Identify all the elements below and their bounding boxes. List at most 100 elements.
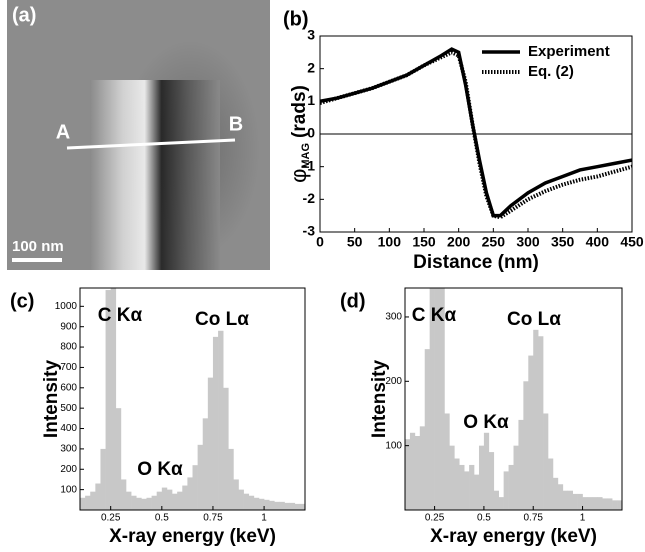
y-tick-label: 100 [385,440,402,451]
x-tick-label: 0.25 [425,513,445,524]
histogram-bar [131,495,137,510]
y-axis-label: Intensity [369,360,390,439]
plot-area [405,288,622,510]
x-tick-label: 0.75 [523,513,543,524]
histogram-bar [182,485,188,510]
histogram-bar [518,419,524,510]
histogram-bar [264,499,270,510]
histogram-bar [90,491,96,510]
y-tick-label: 200 [385,376,402,387]
histogram-bar [424,349,430,510]
y-axis-symbol: φ [286,169,311,183]
y-tick-label: 200 [60,464,77,475]
x-axis-label: X-ray energy (keV) [430,526,597,547]
y-tick-label: 1000 [55,301,78,312]
y-tick-label: 400 [60,423,77,434]
histogram-bar [577,493,583,510]
x-tick-label: 1 [261,513,267,524]
histogram-bar [269,500,275,510]
x-tick-label: 200 [447,234,471,250]
histogram-bar [459,464,465,510]
plot-area [320,47,632,220]
histogram-bar [299,503,305,510]
histogram-bar [248,495,255,510]
histogram-bar [95,483,101,510]
histogram-bar [488,452,495,510]
plot-area [80,288,305,510]
y-tick-label: -2 [303,190,316,206]
histogram-bar [597,497,603,510]
x-tick-label: 450 [620,234,644,250]
histogram-bar [454,458,460,510]
histogram-bar [533,329,539,510]
x-tick-label: 0 [316,234,324,250]
x-axis-label: X-ray energy (keV) [109,526,276,547]
histogram-bar [238,489,244,510]
x-tick-label: 250 [482,234,506,250]
histogram-bar [469,464,475,510]
x-tick-label: 0.5 [155,513,169,524]
y-tick-label: 2 [307,59,315,75]
y-tick-label: 1 [307,92,315,108]
chart: C Kα O Kα Co Lα 0.25 0.5 0.75 1 100 200 300 (d) X-r… [340,287,623,547]
histogram-bar [498,497,504,510]
histogram-bar [543,413,549,510]
nanorod [90,80,220,270]
panel-label: (b) [283,8,309,30]
histogram-bar [110,288,117,510]
histogram-bar [166,489,173,510]
x-tick-label: 300 [516,234,540,250]
histogram-bar [202,418,209,510]
y-tick-label: 3 [307,27,315,43]
y-tick-label: 300 [60,444,77,455]
histogram-bar [572,493,578,510]
histogram-bar [223,387,229,510]
peak-label: O Kα [463,412,509,433]
histogram-bar [405,439,411,510]
histogram-bar [503,471,509,510]
histogram-bar [617,500,622,510]
y-tick-label: 100 [60,484,77,495]
histogram-bar [582,497,588,510]
legend-label: Experiment [528,43,610,60]
histogram-bar [409,432,416,510]
histogram-bar [146,497,152,510]
histogram-bar [557,484,564,510]
histogram-bar [187,477,193,510]
histogram-bar [233,479,239,510]
histogram-bar [100,448,106,510]
legend-label: Eq. (2) [528,63,574,80]
histogram-bar [562,490,569,510]
histogram-bar [528,355,534,510]
histogram-bar [284,502,290,510]
histogram-bar [274,501,280,510]
histogram-bar [548,458,554,510]
chart: C Kα O Kα Co Lα 0.25 0.5 0.75 1 100 200 300 400 500… [10,287,306,547]
histogram-bar [607,498,613,510]
histogram-bar [587,497,593,510]
y-axis-subscript: MAG [300,143,312,169]
x-tick-label: 150 [412,234,436,250]
point-label: A [56,121,70,143]
histogram-bar [228,448,234,510]
histogram-bar [207,377,214,510]
scale-bar-label: 100 nm [12,238,64,255]
histogram-bar [85,495,91,510]
y-tick-label: 0 [307,125,315,141]
histogram-bar [602,498,608,510]
histogram-bar [444,413,450,510]
histogram-bar [172,493,178,510]
histogram-bar [567,490,573,510]
point-label: B [229,113,243,135]
y-tick-label: 600 [60,382,77,393]
histogram-bar [141,498,147,510]
histogram-bar [419,426,426,510]
y-tick-label: -1 [303,157,316,173]
x-tick-label: 1 [580,513,586,524]
histogram-bar [279,501,285,510]
histogram-bar [414,436,421,510]
axes-frame [404,287,623,511]
histogram-bar [136,497,142,510]
x-tick-label: 400 [586,234,610,250]
histogram-bar [513,445,519,510]
